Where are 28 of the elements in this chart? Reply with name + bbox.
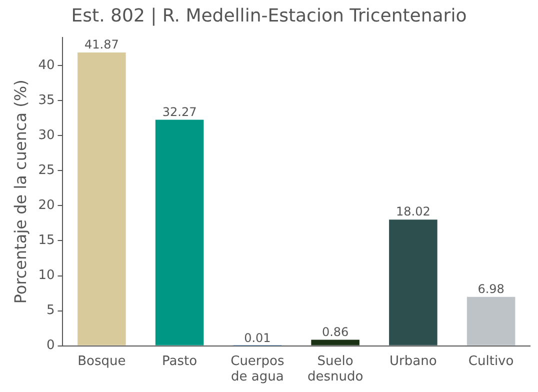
chart-title: Est. 802 | R. Medellin-Estacion Tricentenario <box>71 5 467 26</box>
y-tick-label: 25 <box>38 163 55 178</box>
x-tick-label: Cuerpos de agua <box>230 354 284 385</box>
bar <box>78 52 126 346</box>
y-tick-label: 30 <box>38 128 55 144</box>
y-tick-label: 35 <box>38 93 55 108</box>
bar <box>389 220 438 346</box>
x-tick-label: Cultivo <box>468 354 514 369</box>
data-label: 0.01 <box>244 330 271 345</box>
y-tick-label: 20 <box>38 198 55 214</box>
x-tick-label: Pasto <box>162 354 198 369</box>
bar <box>155 120 204 346</box>
data-label: 0.86 <box>322 324 349 339</box>
x-tick-label: Urbano <box>390 354 437 369</box>
y-tick-label: 5 <box>46 303 55 318</box>
data-label: 18.02 <box>396 204 430 219</box>
data-label: 6.98 <box>478 282 504 296</box>
data-label: 32.27 <box>162 104 197 119</box>
y-tick-label: 40 <box>38 58 55 73</box>
y-axis-title: Porcentaje de la cuenca (%) <box>10 80 30 304</box>
bar <box>466 296 516 346</box>
y-tick-label: 10 <box>38 268 55 284</box>
bar <box>311 340 360 346</box>
data-label: 41.87 <box>84 38 119 52</box>
y-tick-label: 15 <box>38 233 55 248</box>
y-tick-label: 0 <box>46 338 55 354</box>
x-tick-label: Suelo desnudo <box>307 354 364 385</box>
x-tick-label: Bosque <box>78 354 126 369</box>
